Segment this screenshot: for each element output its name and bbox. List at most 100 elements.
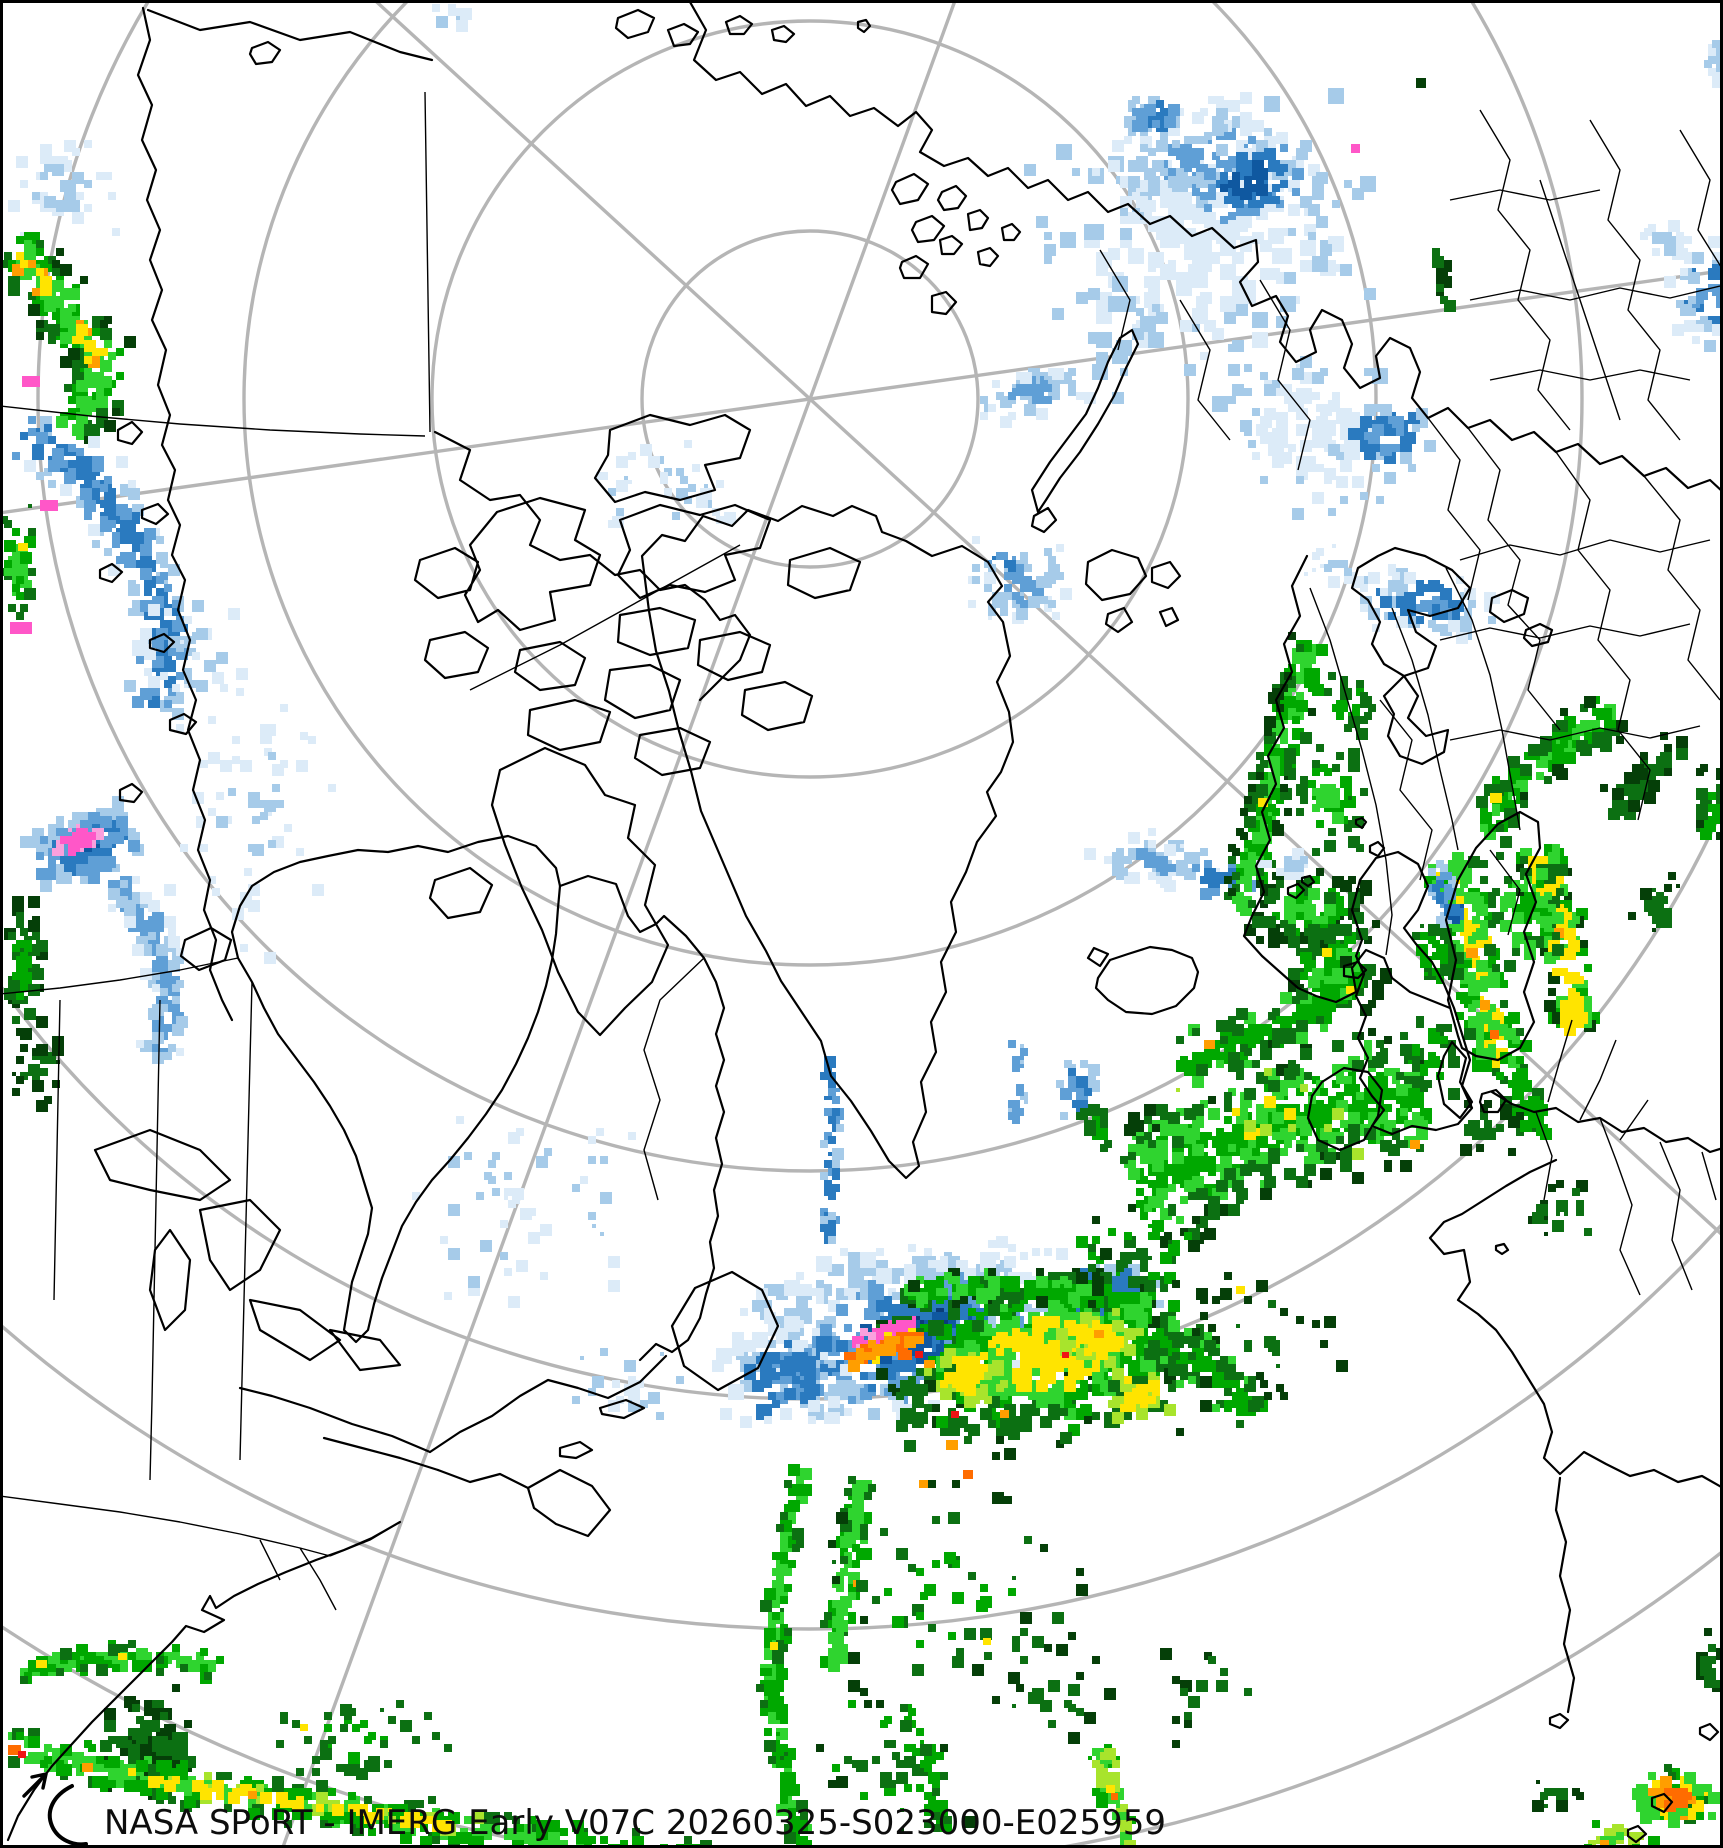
precip-cells	[32, 164, 92, 212]
coast-uk	[1350, 850, 1474, 1136]
precip-cells	[898, 1350, 912, 1360]
borders-scandinavia	[1309, 567, 1521, 956]
precip-cells	[168, 604, 228, 692]
precip-cells	[915, 1351, 923, 1358]
latitude-circle	[3, 1223, 1720, 1631]
precip-cells	[770, 1642, 778, 1650]
precip-cells	[1460, 1100, 1524, 1156]
precip-cells	[1328, 404, 1436, 472]
precip-cells	[16, 1732, 588, 1845]
precip-cells	[168, 1772, 484, 1836]
precip-cells	[1056, 1308, 1144, 1368]
precip-cells	[844, 1740, 932, 1788]
precip-cells	[1532, 1188, 1592, 1236]
coast-baltic-south	[1490, 1090, 1720, 1154]
precip-cells	[1062, 1352, 1069, 1358]
latitude-circle	[640, 229, 980, 569]
precip-cells	[756, 1480, 804, 1708]
precip-cells	[1180, 1656, 1252, 1720]
precip-cells	[584, 1836, 712, 1845]
precip-cells	[1704, 40, 1720, 72]
coast-alaska-pacific	[146, 8, 434, 62]
island-novaya-zemlya	[1030, 328, 1140, 534]
precip-cells	[12, 1028, 64, 1112]
precip-cells	[216, 752, 284, 856]
precip-cells	[1160, 1648, 1212, 1748]
precip-cells	[848, 1336, 924, 1372]
precip-cells	[992, 556, 1016, 572]
precip-cells	[1664, 1788, 1692, 1812]
precip-cells	[1088, 1232, 1176, 1288]
islands-franz-josef	[936, 184, 1022, 268]
precip-cells	[1432, 248, 1456, 312]
precip-cells	[8, 140, 120, 244]
precip-cells	[1492, 1064, 1544, 1136]
precip-cells	[1124, 1040, 1428, 1224]
islands-faroe-shetland	[1286, 816, 1386, 900]
precip-cells	[908, 1268, 1104, 1308]
precip-cells	[608, 456, 712, 520]
precip-cells	[1076, 1320, 1124, 1360]
precip-cells	[1064, 140, 1344, 360]
product-caption: NASA SPoRT - IMERG Early V07C 20260325-S…	[104, 1803, 1166, 1843]
precip-cells	[1188, 992, 1328, 1088]
precip-cells	[1400, 1016, 1460, 1100]
precip-cells	[980, 368, 1096, 428]
precip-cells	[1192, 1272, 1348, 1400]
precip-cells	[1244, 364, 1380, 504]
river-st-lawrence	[238, 1386, 440, 1472]
precip-cells	[1700, 792, 1720, 840]
precip-cells	[1416, 932, 1448, 984]
precip-cells	[1236, 640, 1328, 884]
precip-cells	[1532, 1780, 1584, 1812]
precip-cells	[118, 1653, 127, 1660]
precip-cells	[904, 1268, 1152, 1328]
political-borders	[3, 91, 1720, 1611]
precip-cells	[1466, 948, 1478, 958]
precip-cells	[1056, 1060, 1100, 1120]
precip-cells	[164, 688, 336, 964]
precip-cells	[1252, 868, 1364, 948]
precip-cells	[1136, 848, 1176, 876]
precip-cells	[1008, 376, 1052, 404]
precip-cells	[60, 828, 96, 856]
precip-cells	[18, 543, 28, 551]
arctic-islands	[413, 413, 862, 777]
coast-gulf-st-lawrence	[428, 1354, 668, 1490]
precip-cells	[1480, 696, 1616, 832]
precip-cells	[1476, 704, 1620, 848]
precip-cells	[1600, 732, 1688, 812]
precip-cells	[1360, 568, 1496, 640]
island-baffin	[490, 746, 670, 1037]
borders-europe	[1535, 1019, 1717, 1296]
precip-cells	[22, 376, 40, 387]
precipitation-layer	[3, 4, 1720, 1845]
precip-cells	[712, 1328, 852, 1428]
precip-cells	[108, 876, 184, 1056]
precip-cells	[36, 1660, 47, 1668]
precip-cells	[1480, 1000, 1490, 1010]
precip-cells	[1346, 986, 1355, 994]
precip-cells	[1152, 1328, 1268, 1416]
islands-svalbard	[1084, 548, 1182, 634]
precip-cells	[1664, 236, 1720, 344]
precip-cells	[760, 1464, 812, 1724]
precip-cells	[900, 1704, 952, 1832]
precip-cells	[1004, 564, 1044, 608]
coast-nova-scotia	[526, 1468, 612, 1538]
coast-ireland	[1306, 1066, 1384, 1152]
precip-cells	[1204, 1040, 1215, 1049]
sport-logo-arrow-icon	[22, 1772, 48, 1798]
precip-cells	[1360, 564, 1500, 644]
precip-cells	[1224, 644, 1312, 908]
precip-cells	[20, 1640, 212, 1684]
precip-cells	[82, 1763, 93, 1772]
precip-cells	[1700, 1644, 1720, 1688]
precip-cells	[8, 1728, 588, 1845]
precip-cells	[1144, 1316, 1252, 1412]
latitude-circle	[430, 19, 1190, 779]
precip-cells	[40, 500, 58, 511]
precip-cells	[276, 1700, 452, 1780]
